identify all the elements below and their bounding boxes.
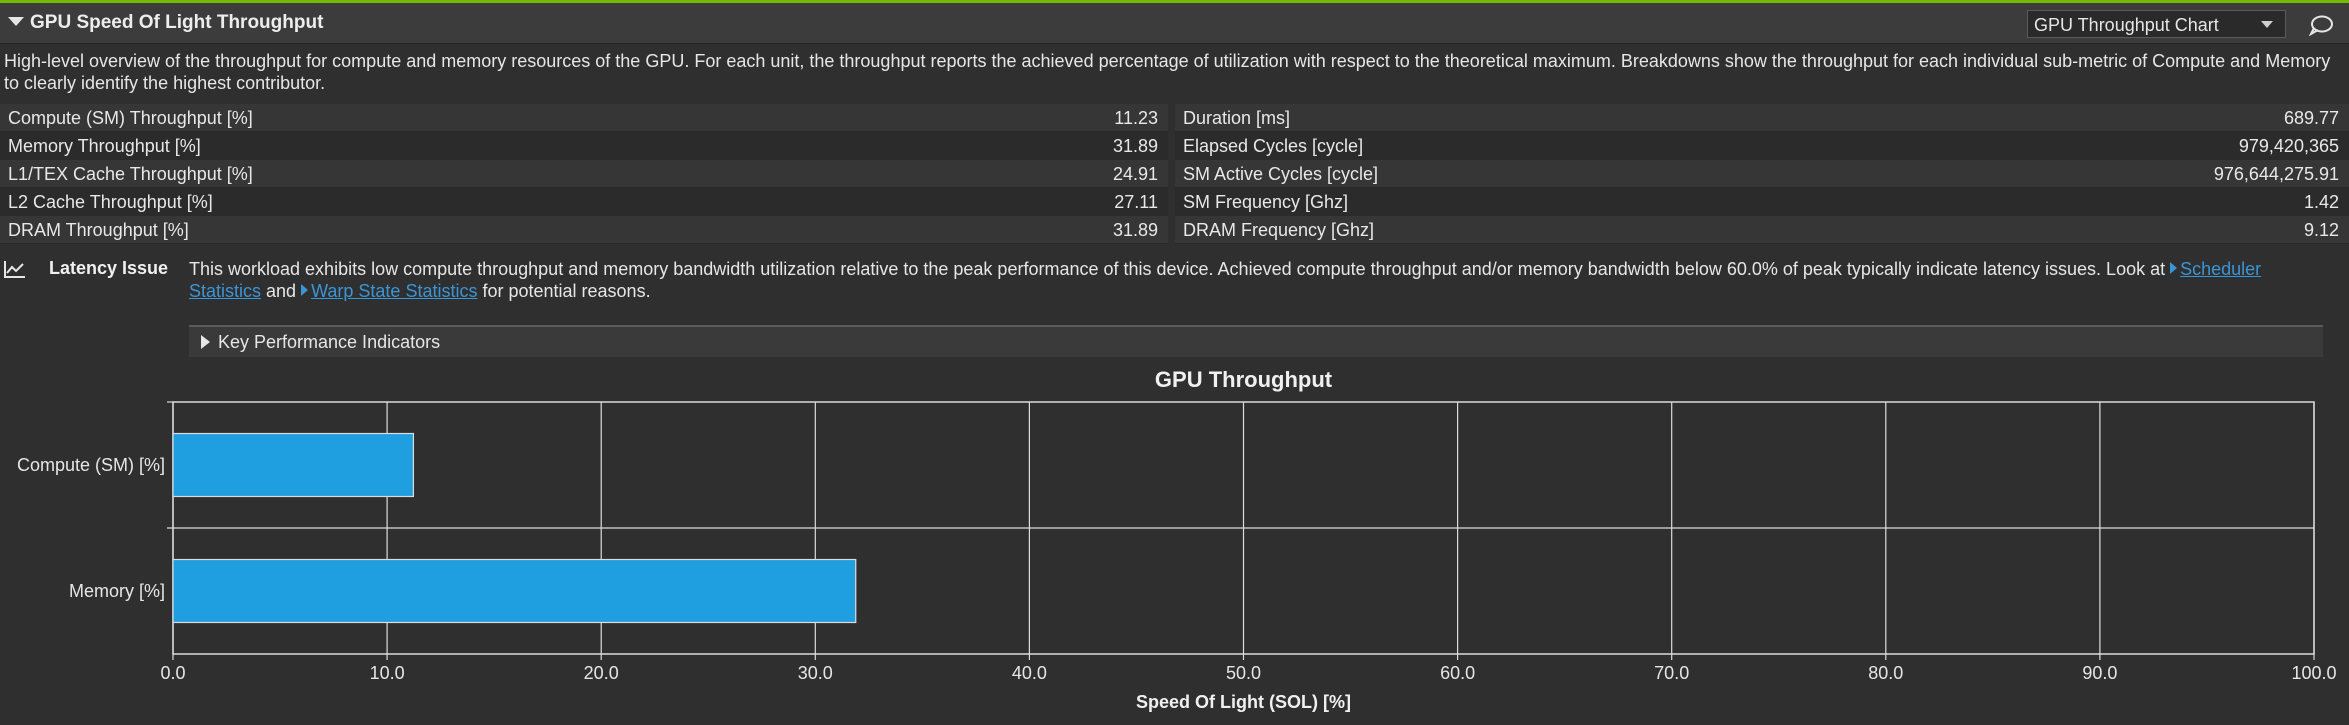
left-metric-label: L2 Cache Throughput [%] — [8, 192, 213, 212]
issue-text-mid: and — [261, 281, 302, 301]
metric-row: DRAM Throughput [%] 31.89 — [0, 216, 1168, 244]
left-metric-label: Memory Throughput [%] — [8, 136, 201, 156]
x-tick-label: 40.0 — [1012, 663, 1047, 683]
collapse-triangle-icon[interactable] — [8, 17, 24, 26]
metric-row: SM Frequency [Ghz] 1.42 — [1175, 188, 2349, 216]
gpu-throughput-chart-svg: GPU Throughput 0.0 10.0 20.0 30.0 40.0 50.0 60.… — [17, 367, 2337, 712]
right-metric-value: 976,644,275.91 — [2213, 164, 2339, 184]
warp-state-statistics-link[interactable]: Warp State Statistics — [301, 281, 477, 301]
chart-type-dropdown[interactable]: GPU Throughput Chart — [2027, 10, 2286, 38]
line-chart-icon — [4, 261, 25, 278]
metric-row: L1/TEX Cache Throughput [%] 24.91 — [0, 160, 1168, 188]
section-title: GPU Speed Of Light Throughput — [30, 12, 324, 33]
bar — [172, 558, 857, 624]
link-arrow-icon — [301, 284, 309, 296]
issue-text-after: for potential reasons. — [477, 281, 651, 301]
left-metric-label: L1/TEX Cache Throughput [%] — [8, 164, 253, 184]
dropdown-selected-value: GPU Throughput Chart — [2034, 15, 2219, 35]
metrics-table-left: Compute (SM) Throughput [%] 11.23 Memory T… — [0, 104, 1168, 244]
left-metric-value: 11.23 — [1114, 108, 1158, 128]
x-tick-label: 100.0 — [2291, 663, 2336, 683]
right-metric-value: 979,420,365 — [2238, 136, 2339, 156]
left-metric-value: 24.91 — [1112, 164, 1158, 184]
right-metric-label: DRAM Frequency [Ghz] — [1183, 220, 1375, 240]
scheduler-statistics-link-label: Scheduler Statistics — [189, 259, 2262, 301]
left-metric-value: 31.89 — [1112, 136, 1158, 156]
comment-icon[interactable] — [2308, 14, 2334, 36]
x-tick-label: 80.0 — [1868, 663, 1903, 683]
x-tick-label: 0.0 — [160, 663, 185, 683]
right-metric-value: 9.12 — [2303, 220, 2339, 240]
latency-issue-panel: Latency Issue This workload exhibits low… — [0, 256, 2349, 306]
x-tick-label: 90.0 — [2082, 663, 2117, 683]
left-metric-label: Compute (SM) Throughput [%] — [8, 108, 253, 128]
right-metric-label: SM Active Cycles [cycle] — [1183, 164, 1379, 184]
metrics-table-right: Duration [ms] 689.77 Elapsed Cycles [cycle… — [1175, 104, 2349, 244]
scheduler-statistics-link[interactable]: Scheduler Statistics — [189, 259, 2261, 301]
section-accent-line — [0, 0, 2349, 3]
x-tick-label: 50.0 — [1226, 663, 1261, 683]
issue-title: Latency Issue — [49, 258, 169, 278]
metric-row: Elapsed Cycles [cycle] 979,420,365 — [1175, 132, 2349, 160]
right-metric-value: 1.42 — [2303, 192, 2339, 212]
kpi-expander[interactable]: Key Performance Indicators — [189, 325, 2323, 357]
left-metric-label: DRAM Throughput [%] — [8, 220, 189, 240]
gpu-throughput-chart: GPU Throughput 0.0 10.0 20.0 30.0 40.0 50.0 60.… — [0, 360, 2349, 725]
chevron-down-icon — [2261, 21, 2273, 28]
chart-title: GPU Throughput — [1155, 367, 1333, 392]
x-axis-label: Speed Of Light (SOL) [%] — [1136, 692, 1351, 712]
metrics-table: Compute (SM) Throughput [%] 11.23 Memory T… — [0, 104, 2349, 247]
section-header[interactable]: GPU Speed Of Light Throughput GPU Throug… — [0, 3, 2349, 44]
right-metric-label: Elapsed Cycles [cycle] — [1183, 136, 1364, 156]
metric-row: Memory Throughput [%] 31.89 — [0, 132, 1168, 160]
y-category-label: Memory [%] — [69, 581, 165, 601]
section-description: High-level overview of the throughput fo… — [4, 51, 2331, 93]
link-arrow-icon — [2170, 262, 2178, 274]
right-metric-value: 689.77 — [2283, 108, 2339, 128]
bar — [172, 432, 415, 498]
kpi-label: Key Performance Indicators — [218, 332, 441, 352]
expand-triangle-icon — [201, 335, 210, 349]
x-tick-label: 20.0 — [584, 663, 619, 683]
right-metric-label: SM Frequency [Ghz] — [1183, 192, 1349, 212]
x-tick-label: 60.0 — [1440, 663, 1475, 683]
left-metric-value: 27.11 — [1114, 192, 1158, 212]
x-tick-label: 30.0 — [798, 663, 833, 683]
metric-row: SM Active Cycles [cycle] 976,644,275.91 — [1175, 160, 2349, 188]
right-metric-label: Duration [ms] — [1183, 108, 1291, 128]
issue-text: This workload exhibits low compute throu… — [189, 258, 2329, 302]
x-tick-label: 70.0 — [1654, 663, 1689, 683]
left-metric-value: 31.89 — [1112, 220, 1158, 240]
x-tick-label: 10.0 — [370, 663, 405, 683]
metric-row: Duration [ms] 689.77 — [1175, 104, 2349, 132]
metric-row: L2 Cache Throughput [%] 27.11 — [0, 188, 1168, 216]
issue-text-before: This workload exhibits low compute throu… — [189, 259, 2171, 279]
metric-row: DRAM Frequency [Ghz] 9.12 — [1175, 216, 2349, 244]
warp-state-statistics-link-label: Warp State Statistics — [311, 281, 478, 301]
metric-row: Compute (SM) Throughput [%] 11.23 — [0, 104, 1168, 132]
y-category-label: Compute (SM) [%] — [17, 455, 165, 475]
